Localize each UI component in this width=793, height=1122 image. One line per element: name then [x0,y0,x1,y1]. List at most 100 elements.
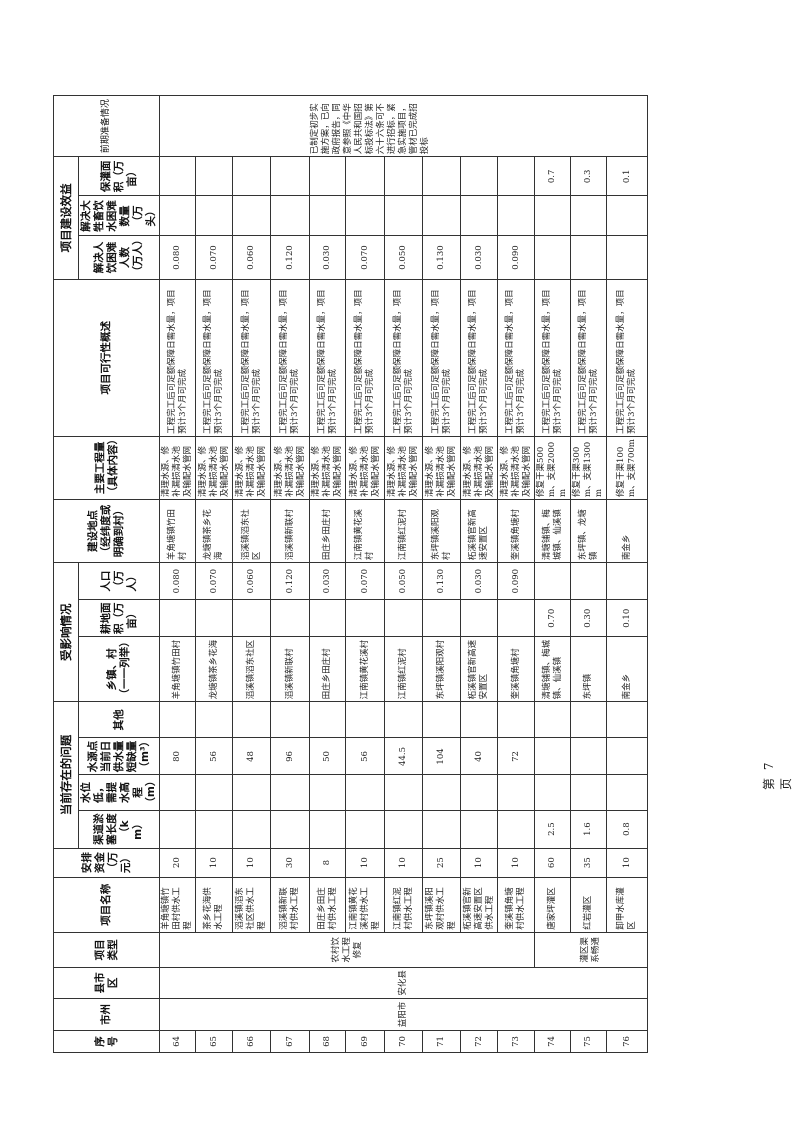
cell-irrigation [270,156,310,196]
cell-canal [497,810,535,849]
cell-location: 龙塘镇茶乡花海 [195,499,233,563]
cell-farmland [345,599,385,637]
cell-location: 清塘铺镇、梅城镇、仙溪镇 [534,499,571,563]
cell-lift [497,775,535,811]
cell-other [345,701,385,738]
header-population: 人口（万人） [78,562,160,600]
cell-people: 0.070 [345,235,385,280]
cell-shortage: 104 [422,737,461,775]
cell-population: 0.090 [497,562,535,600]
cell-irrigation: 0.3 [570,156,607,196]
cell-works: 清理水源、修补漏损清水池及输配水管网 [345,436,385,500]
header-seq: 序号 [53,1030,160,1053]
cell-location: 东坪镇、龙塘镇 [570,499,607,563]
cell-other [534,701,571,738]
cell-name: 唐家坪灌区 [534,877,571,933]
cell-people: 0.030 [309,235,346,280]
header-feasibility: 项目可行性概述 [53,279,160,437]
cell-seq: 71 [422,1030,461,1053]
table-row: 73 奎溪镇角塘村供水工程 10 72 奎溪镇角塘村 0.090 奎溪镇角塘村 清理水源、修补… [497,96,535,1053]
cell-name: 江南镇黄花溪村供水工程 [345,877,385,933]
cell-lift [534,775,571,811]
cell-canal [384,810,423,849]
cell-works: 清理水源、修补漏损清水池及输配水管网 [309,436,346,500]
cell-irrigation [195,156,233,196]
cell-irrigation [159,156,196,196]
cell-location: 奎溪镇角塘村 [497,499,535,563]
cell-feasibility: 工程完工后可足额保障日需水量，项目预计3个月可完成 [384,279,423,437]
cell-type-irrigation: 灌区渠系畅通 [534,932,648,968]
project-table-sheet: 序号 市州 县市区 项目类型 项目名称 安排资金（万元） 当前存在的问题 受影响… [53,95,648,1053]
cell-lift [195,775,233,811]
cell-population: 0.050 [384,562,423,600]
cell-population [534,562,571,600]
table-body: 64 益阳市 安化县 农村饮水工程修复 羊角塘镇竹田村供水工程 20 80 羊角塘镇竹田村 0.… [159,95,648,1053]
cell-seq: 68 [309,1030,346,1053]
cell-works: 清理水源、修补漏损清水池及输配水管网 [232,436,271,500]
table-row: 75 红岩灌区 35 1.6 东坪镇 0.30 东坪镇、龙塘镇 修复干渠300m、支渠1300… [570,96,607,1053]
cell-canal [232,810,271,849]
cell-location: 柘溪镇官新高速安置区 [460,499,498,563]
cell-population: 0.120 [270,562,310,600]
cell-farmland [309,599,346,637]
cell-works: 清理水源、修补漏损清水池及输配水管网 [159,436,196,500]
cell-livestock [232,195,271,236]
cell-location: 滔溪镇滔东社区 [232,499,271,563]
cell-works: 修复干渠100m、支渠700m [606,436,648,500]
cell-people: 0.060 [232,235,271,280]
cell-livestock [534,195,571,236]
cell-shortage [534,737,571,775]
table-row: 74 灌区渠系畅通 唐家坪灌区 60 2.5 清塘铺镇、梅城镇、仙溪镇 0.70 清塘铺镇、梅… [534,96,648,1053]
cell-livestock [345,195,385,236]
cell-name: 东坪镇溪阳观村供水工程 [422,877,461,933]
cell-seq: 67 [270,1030,310,1053]
cell-lift [159,775,196,811]
cell-name: 羊角塘镇竹田村供水工程 [159,877,196,933]
cell-location: 田庄乡田庄村 [309,499,346,563]
cell-farmland: 0.10 [606,599,648,637]
cell-feasibility: 工程完工后可足额保障日需水量，项目预计3个月可完成 [534,279,571,437]
page-number: 第 7 页 [762,760,793,790]
cell-towns: 滔溪镇新联村 [270,636,310,702]
cell-location: 南金乡 [606,499,648,563]
cell-towns: 江南镇红泥村 [384,636,423,702]
cell-people [570,235,607,280]
cell-feasibility: 工程完工后可足额保障日需水量，项目预计3个月可完成 [270,279,310,437]
cell-type-rural-water: 农村饮水工程修复 [159,932,535,968]
cell-location: 滔溪镇新联村 [270,499,310,563]
cell-lift [309,775,346,811]
cell-people: 0.130 [422,235,461,280]
cell-canal [309,810,346,849]
cell-irrigation [309,156,346,196]
cell-farmland: 0.30 [570,599,607,637]
cell-works: 清理水源、修补漏损清水池及输配水管网 [270,436,310,500]
table-row: 67 滔溪镇新联村供水工程 30 96 滔溪镇新联村 0.120 滔溪镇新联村 清理水源、修补… [270,96,310,1053]
cell-farmland [384,599,423,637]
cell-canal [345,810,385,849]
cell-funds: 10 [497,848,535,878]
header-livestock: 解决大牲畜饮水困难数量（万头） [78,195,160,236]
cell-name: 滔溪镇新联村供水工程 [270,877,310,933]
cell-other [384,701,423,738]
cell-canal [270,810,310,849]
cell-population: 0.130 [422,562,461,600]
cell-lift [384,775,423,811]
cell-seq: 75 [570,1030,607,1053]
cell-irrigation [422,156,461,196]
cell-shortage: 72 [497,737,535,775]
cell-lift [422,775,461,811]
cell-canal [195,810,233,849]
cell-canal [422,810,461,849]
cell-prep-merged: 已制定初步实施方案，已向政府报告，同意参照《中华人民共和国招标投标法》第六十六条… [159,95,648,157]
header-people: 解决人饮困难人数（万人） [78,235,160,280]
table-row: 76 卸甲水库灌区 10 0.8 南金乡 0.10 南金乡 修复干渠100m、支渠700m 工程… [606,96,648,1053]
cell-towns: 清塘铺镇、梅城镇、仙溪镇 [534,636,571,702]
cell-funds: 25 [422,848,461,878]
cell-farmland [270,599,310,637]
header-location: 建设地点（经纬度或明确到村） [53,499,160,563]
cell-towns: 东坪镇 [570,636,607,702]
cell-people: 0.030 [460,235,498,280]
cell-shortage: 80 [159,737,196,775]
cell-works: 清理水源、修补漏损清水池及输配水管网 [195,436,233,500]
cell-livestock [270,195,310,236]
